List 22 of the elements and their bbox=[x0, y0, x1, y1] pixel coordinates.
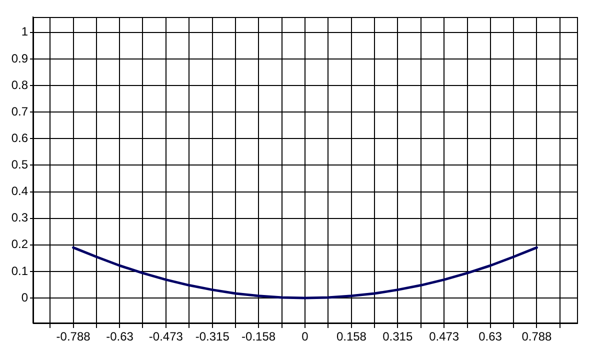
y-tick-label: 0.3 bbox=[11, 210, 28, 225]
y-tick-label: 0.5 bbox=[11, 158, 28, 172]
x-tick-label: -0.788 bbox=[56, 330, 91, 344]
y-tick-label: 0.6 bbox=[11, 130, 28, 145]
x-tick-label: 0.788 bbox=[522, 330, 552, 344]
y-tick-label: 0.9 bbox=[11, 51, 28, 66]
y-tick-label: 1 bbox=[21, 24, 28, 39]
y-tick-label: 0.8 bbox=[11, 78, 28, 92]
x-tick-label: 0.158 bbox=[336, 330, 367, 344]
x-tick-label: 0.63 bbox=[478, 330, 502, 344]
y-tick-label: 0 bbox=[21, 290, 28, 304]
y-tick-label: 0.4 bbox=[11, 184, 28, 198]
y-tick-label: 0.2 bbox=[11, 237, 28, 252]
x-tick-label: -0.63 bbox=[106, 330, 134, 344]
y-tick-label: 0.1 bbox=[11, 264, 28, 278]
x-tick-label: 0.315 bbox=[382, 330, 413, 344]
x-tick-label: -0.315 bbox=[195, 330, 230, 344]
y-tick-label: 0.7 bbox=[11, 104, 28, 118]
x-tick-label: 0 bbox=[302, 330, 309, 344]
x-tick-label: -0.473 bbox=[148, 330, 184, 344]
x-tick-label: -0.158 bbox=[242, 330, 276, 344]
x-tick-label: 0.473 bbox=[429, 330, 460, 344]
